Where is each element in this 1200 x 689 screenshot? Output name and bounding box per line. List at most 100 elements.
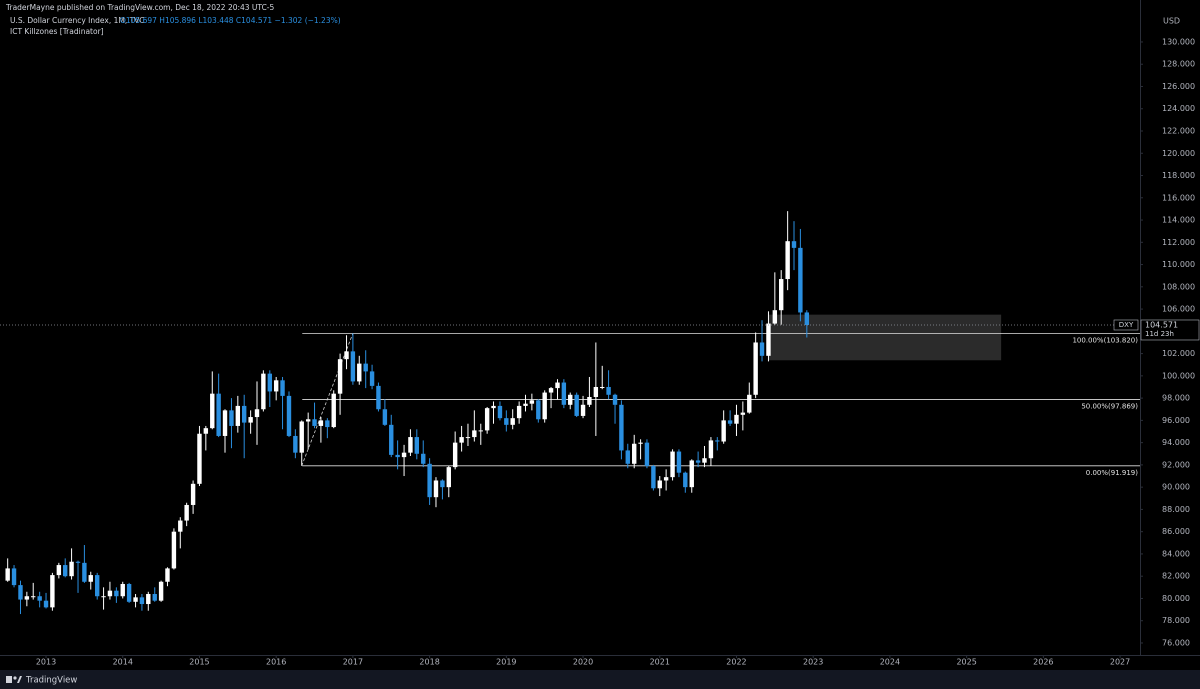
y-tick-label: 106.000 — [1162, 305, 1195, 314]
x-tick-label: 2024 — [880, 658, 900, 667]
candle-body — [43, 600, 49, 608]
y-tick-label: 84.000 — [1162, 549, 1190, 558]
candle-body — [363, 363, 368, 372]
candle-body — [663, 477, 669, 481]
footer-bar — [0, 670, 1200, 689]
fib-label: 100.00%(103.820) — [1072, 336, 1138, 344]
y-tick-label: 126.000 — [1162, 82, 1195, 91]
x-tick-label: 2015 — [189, 658, 209, 667]
y-tick-label: 88.000 — [1162, 505, 1190, 514]
candle-body — [401, 452, 407, 458]
candle-body — [491, 405, 496, 409]
candle-body — [747, 394, 752, 413]
candle-body — [778, 279, 784, 311]
candle-body — [433, 480, 439, 498]
candle-body — [312, 419, 317, 426]
y-tick-label: 80.000 — [1162, 594, 1190, 603]
candle-body — [280, 380, 285, 396]
x-tick-label: 2017 — [343, 658, 363, 667]
x-tick-label: 2018 — [419, 658, 439, 667]
candle-body — [715, 440, 720, 442]
candle-body — [452, 442, 458, 468]
candle-body — [395, 454, 400, 458]
candle-body — [120, 583, 125, 597]
x-tick-label: 2019 — [496, 658, 516, 667]
candle-body — [459, 437, 464, 443]
candle-body — [689, 460, 694, 488]
candle-body — [261, 373, 266, 410]
x-tick-label: 2020 — [573, 658, 593, 667]
y-tick-label: 118.000 — [1162, 171, 1195, 180]
candle-body — [676, 451, 682, 473]
currency: USD — [1163, 17, 1180, 26]
candle-body — [216, 393, 221, 436]
publisher: TraderMayne published on TradingView.com… — [5, 3, 275, 12]
candle-body — [785, 241, 790, 280]
candle-body — [465, 437, 471, 439]
candle-body — [273, 380, 279, 392]
candle-body — [523, 403, 528, 406]
brand: TradingView — [25, 676, 77, 686]
candle-body — [369, 371, 375, 386]
candle-body — [721, 420, 726, 442]
x-tick-label: 2023 — [803, 658, 823, 667]
x-tick-label: 2026 — [1033, 658, 1053, 667]
y-tick-label: 122.000 — [1162, 127, 1195, 136]
candle-body — [440, 480, 445, 488]
price-tag-countdown: 11d 23h — [1145, 330, 1174, 338]
candle-body — [171, 531, 177, 569]
candle-body — [536, 400, 541, 420]
candle-body — [376, 385, 381, 410]
candle-body — [804, 312, 810, 325]
candle-body — [670, 451, 675, 478]
ohlc: O105.697 H105.896 L103.448 C104.571 −1.3… — [120, 16, 341, 25]
candle-body — [146, 594, 151, 605]
candle-body — [740, 412, 746, 415]
candle-body — [152, 594, 157, 601]
candle-body — [408, 437, 413, 453]
candle-body — [593, 386, 599, 398]
y-tick-label: 108.000 — [1162, 282, 1195, 291]
candle-body — [203, 428, 209, 434]
y-tick-label: 116.000 — [1162, 193, 1195, 202]
fib-label: 0.00%(91.919) — [1086, 469, 1138, 477]
candle-body — [107, 590, 113, 597]
candle-body — [254, 409, 260, 418]
candle-body — [126, 583, 132, 602]
y-tick-label: 130.000 — [1162, 37, 1195, 46]
candle-body — [75, 561, 81, 563]
candles — [5, 211, 810, 615]
candle-body — [299, 421, 304, 453]
candle-body — [478, 430, 483, 432]
candle-body — [63, 565, 68, 577]
candle-body — [798, 247, 803, 313]
candle-body — [357, 363, 362, 382]
candle-body — [248, 417, 253, 423]
y-tick-label: 76.000 — [1162, 638, 1190, 647]
candle-body — [331, 393, 336, 428]
order-block-zone — [768, 314, 1002, 361]
candle-body — [625, 450, 630, 464]
candle-body — [414, 437, 419, 454]
candle-body — [542, 392, 547, 420]
candle-body — [421, 453, 426, 464]
fib-label: 50.00%(97.869) — [1081, 403, 1138, 411]
y-tick-label: 86.000 — [1162, 527, 1190, 536]
candle-body — [114, 590, 119, 597]
candle-body — [574, 394, 579, 416]
y-tick-label: 112.000 — [1162, 238, 1195, 247]
candle-body — [644, 442, 650, 467]
y-tick-label: 82.000 — [1162, 572, 1190, 581]
candle-body — [497, 405, 503, 419]
candle-body — [24, 596, 30, 600]
candle-body — [18, 585, 23, 600]
candle-body — [753, 342, 758, 395]
candle-body — [133, 597, 138, 602]
candle-body — [158, 581, 164, 601]
y-tick-label: 110.000 — [1162, 260, 1195, 269]
candle-body — [382, 409, 388, 425]
candle-body — [695, 460, 701, 463]
candle-body — [82, 562, 87, 582]
